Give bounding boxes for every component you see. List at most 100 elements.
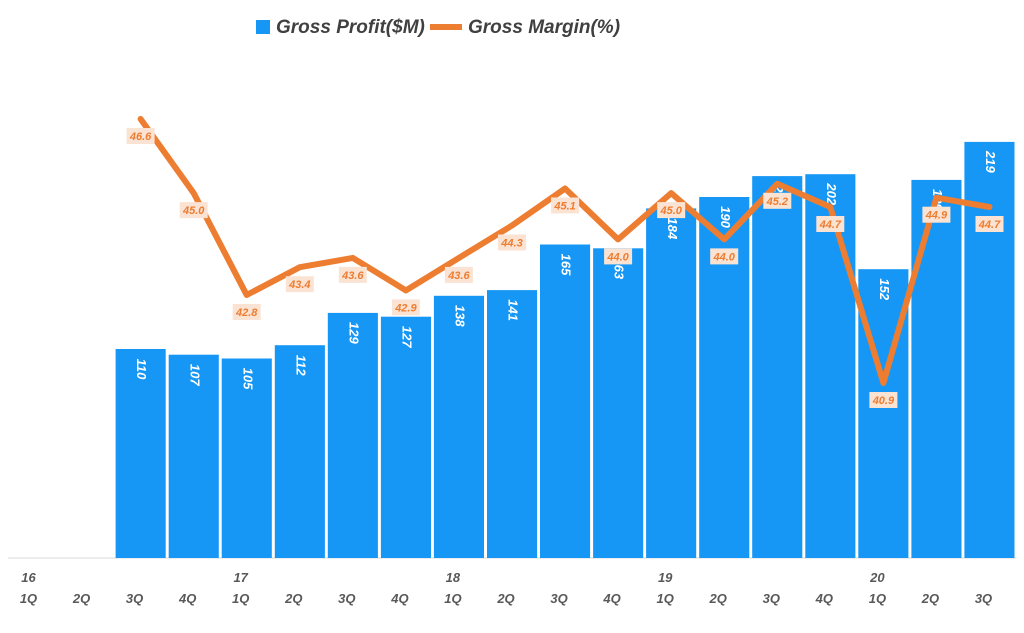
- margin-value-label: 44.0: [710, 248, 739, 265]
- margin-label-text: 42.8: [235, 307, 258, 319]
- bar-value-label: 152: [877, 278, 892, 300]
- margin-label-box: [869, 392, 898, 408]
- bar: [964, 141, 1015, 558]
- legend: Gross Profit($M) Gross Margin(%): [256, 17, 620, 38]
- margin-value-label: 42.9: [391, 299, 420, 316]
- margin-label-text: 43.6: [341, 270, 364, 282]
- margin-label-text: 43.6: [447, 270, 470, 282]
- margin-label-box: [816, 216, 845, 232]
- margin-value-label: 44.9: [922, 206, 951, 223]
- margin-value-label: 44.7: [975, 216, 1004, 232]
- margin-value-label: 45.1: [551, 197, 580, 214]
- margin-value-label: 43.6: [444, 266, 473, 283]
- bar-value-label: 110: [134, 359, 149, 380]
- margin-label-box: [710, 248, 739, 265]
- x-axis-quarter-label: 4Q: [178, 591, 196, 606]
- bar-value-label: 184: [665, 218, 680, 240]
- margin-value-label: 42.8: [232, 304, 261, 320]
- margin-value-label: 44.7: [816, 216, 845, 232]
- margin-label-box: [604, 248, 633, 265]
- bar-value-label: 127: [399, 326, 414, 348]
- margin-label-text: 44.0: [606, 251, 629, 263]
- margin-value-label: 40.9: [869, 392, 898, 408]
- x-axis-year-label: 19: [658, 570, 673, 585]
- bar-value-label: 107: [187, 364, 202, 386]
- legend-swatch-gross-profit: [256, 20, 270, 34]
- x-axis-quarter-label: 1Q: [20, 591, 37, 606]
- x-axis-quarter-label: 1Q: [869, 591, 886, 606]
- bar-value-label: 141: [506, 299, 521, 321]
- legend-label-gross-profit: Gross Profit($M): [276, 17, 425, 38]
- margin-label-box: [338, 266, 367, 283]
- margin-label-text: 44.7: [819, 219, 842, 231]
- margin-label-text: 44.7: [978, 219, 1001, 231]
- bar-value-label: 190: [718, 206, 733, 228]
- bar: [487, 290, 538, 558]
- legend-item-gross-profit: Gross Profit($M): [256, 17, 425, 38]
- x-axis-quarter-label: 2Q: [921, 591, 939, 606]
- bar: [646, 208, 697, 558]
- margin-value-label: 43.4: [285, 276, 314, 293]
- x-axis-quarter-label: 3Q: [126, 591, 143, 606]
- x-axis-quarter-label: 3Q: [763, 591, 780, 606]
- gross-margin-line: [137, 116, 993, 386]
- x-axis-year-label: 20: [869, 570, 885, 585]
- margin-label-box: [285, 276, 314, 293]
- x-axis-year-label: 18: [446, 570, 461, 585]
- margin-value-label: 45.0: [179, 202, 208, 219]
- margin-label-text: 44.9: [925, 210, 948, 222]
- x-axis-quarter-label: 4Q: [390, 591, 408, 606]
- margin-label-box: [763, 192, 792, 209]
- bar: [805, 174, 856, 558]
- margin-label-box: [975, 216, 1004, 232]
- bar: [380, 316, 431, 558]
- bar: [115, 349, 166, 558]
- margin-label-text: 45.1: [553, 201, 575, 213]
- x-axis-quarter-label: 2Q: [284, 591, 302, 606]
- margin-label-box: [179, 202, 208, 219]
- margin-label-box: [444, 266, 473, 283]
- x-axis-quarter-label: 1Q: [232, 591, 249, 606]
- margin-value-label: 44.0: [604, 248, 633, 265]
- x-axis-quarter-label: 3Q: [975, 591, 992, 606]
- margin-label-text: 43.4: [288, 279, 310, 291]
- x-axis-quarter-label: 4Q: [602, 591, 620, 606]
- legend-label-gross-margin: Gross Margin(%): [468, 17, 620, 38]
- margin-label-text: 42.9: [394, 302, 417, 314]
- bar: [752, 176, 803, 558]
- x-axis-quarter-label: 2Q: [709, 591, 727, 606]
- x-axis-quarter-label: 2Q: [496, 591, 514, 606]
- margin-value-label: 43.6: [338, 266, 367, 283]
- margin-value-labels: 46.6 45.0 42.8 43.4 43.6 42.9 43.6 44.3 45.1 44.0…: [126, 128, 1004, 408]
- margin-label-box: [551, 197, 580, 214]
- margin-label-box: [657, 202, 686, 219]
- margin-label-box: [922, 206, 951, 223]
- bar-value-label: 165: [559, 254, 574, 276]
- margin-label-text: 45.0: [182, 205, 205, 217]
- bar-value-label: 105: [240, 368, 255, 390]
- bar: [593, 248, 644, 559]
- margin-label-text: 46.6: [129, 131, 152, 143]
- margin-value-label: 45.0: [657, 202, 686, 219]
- bar-value-label: 219: [983, 150, 998, 173]
- bar: [911, 179, 962, 558]
- x-axis-year-label: 17: [233, 570, 248, 585]
- margin-label-text: 45.0: [659, 205, 682, 217]
- x-axis-quarter-label: 1Q: [657, 591, 674, 606]
- x-axis-quarter-label: 3Q: [338, 591, 355, 606]
- margin-value-label: 46.6: [126, 128, 155, 144]
- margin-label-box: [498, 234, 526, 251]
- margin-value-label: 45.2: [763, 192, 792, 209]
- bar: [327, 312, 378, 558]
- x-axis-quarter-label: 1Q: [444, 591, 461, 606]
- legend-item-gross-margin: Gross Margin(%): [430, 17, 620, 38]
- bar: [221, 358, 272, 558]
- bar: [168, 354, 219, 558]
- bar-value-label: 112: [293, 355, 308, 376]
- margin-label-box: [391, 299, 420, 316]
- bar-value-label: 138: [452, 305, 467, 327]
- bar-series: [115, 141, 1015, 559]
- bar: [540, 244, 591, 558]
- bar: [274, 345, 325, 558]
